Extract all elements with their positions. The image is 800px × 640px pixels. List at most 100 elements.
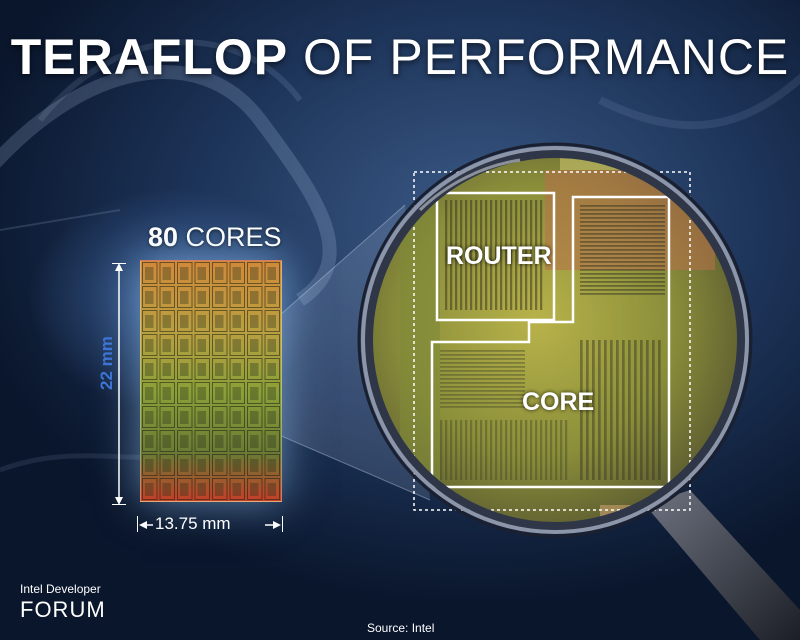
- circuit-trace: [580, 269, 665, 271]
- circuit-trace: [525, 420, 528, 480]
- die-tile-core: [145, 435, 154, 448]
- die-tile: [229, 262, 245, 284]
- die-tile-core: [180, 435, 189, 448]
- circuit-trace: [580, 277, 665, 279]
- circuit-trace: [580, 281, 665, 283]
- circuit-trace: [440, 398, 525, 400]
- circuit-trace: [530, 420, 533, 480]
- circuit-trace: [604, 340, 607, 480]
- die-tile-core: [197, 267, 206, 280]
- die-tile: [264, 262, 280, 284]
- title-light: OF PERFORMANCE: [288, 29, 790, 85]
- die-tile: [177, 358, 193, 380]
- die-tile-core: [250, 483, 259, 496]
- circuit-trace: [535, 200, 538, 310]
- circuit-trace: [652, 340, 655, 480]
- die-tile: [177, 334, 193, 356]
- die-tile: [177, 382, 193, 404]
- die-tile-core: [267, 315, 276, 328]
- die-tile: [264, 454, 280, 476]
- die-tile-core: [250, 315, 259, 328]
- die-tile: [264, 406, 280, 428]
- die-tile-core: [250, 387, 259, 400]
- die-tile-core: [232, 435, 241, 448]
- circuit-trace: [440, 420, 443, 480]
- die-tile: [264, 478, 280, 500]
- circuit-trace: [515, 420, 518, 480]
- die-tile: [212, 454, 228, 476]
- circuit-trace: [475, 200, 478, 310]
- circuit-trace: [510, 200, 513, 310]
- die-tile: [194, 358, 210, 380]
- die-tile-core: [162, 291, 171, 304]
- die-tile: [247, 430, 263, 452]
- die-tile: [264, 334, 280, 356]
- circuit-trace: [440, 378, 525, 380]
- die-tile: [212, 358, 228, 380]
- die-tile: [229, 406, 245, 428]
- die-tile-core: [250, 435, 259, 448]
- die-tile: [142, 478, 158, 500]
- die-tile-core: [180, 387, 189, 400]
- die-tile-core: [232, 459, 241, 472]
- die-tile-core: [145, 315, 154, 328]
- die-tile-core: [180, 459, 189, 472]
- die-tile-core: [250, 363, 259, 376]
- circuit-trace: [440, 366, 525, 368]
- circuit-trace: [465, 420, 468, 480]
- die-tile-core: [232, 339, 241, 352]
- circuit-trace: [440, 374, 525, 376]
- die-tile: [194, 478, 210, 500]
- circuit-trace: [545, 420, 548, 480]
- die-tile: [142, 406, 158, 428]
- circuit-trace: [535, 420, 538, 480]
- die-tile: [194, 334, 210, 356]
- die-tile-core: [162, 315, 171, 328]
- circuit-trace: [440, 402, 525, 404]
- die-tile-core: [267, 483, 276, 496]
- circuit-trace: [440, 406, 525, 408]
- die-tile: [194, 406, 210, 428]
- circuit-trace: [440, 362, 525, 364]
- die-core-grid: [142, 262, 280, 500]
- magnifier-handle: [645, 490, 800, 640]
- die-tile: [264, 382, 280, 404]
- circuit-trace: [628, 340, 631, 480]
- die-tile-core: [197, 363, 206, 376]
- die-tile-core: [215, 291, 224, 304]
- title-bold: TERAFLOP: [10, 29, 289, 85]
- die-tile-core: [267, 291, 276, 304]
- circuit-trace: [440, 386, 525, 388]
- die-tile: [247, 454, 263, 476]
- die-tile: [159, 262, 175, 284]
- die-tile: [142, 382, 158, 404]
- die-tile: [247, 406, 263, 428]
- die-tile-core: [145, 267, 154, 280]
- circuit-trace: [555, 420, 558, 480]
- page-title: TERAFLOP OF PERFORMANCE: [0, 28, 800, 86]
- die-tile: [194, 430, 210, 452]
- die-tile: [212, 334, 228, 356]
- die-tile: [142, 262, 158, 284]
- die-tile-core: [162, 267, 171, 280]
- circuit-trace: [580, 237, 665, 239]
- circuit-trace: [580, 249, 665, 251]
- die-tile: [159, 430, 175, 452]
- circuit-trace: [475, 420, 478, 480]
- router-label: ROUTER: [446, 242, 552, 270]
- die-tile-core: [145, 483, 154, 496]
- circuit-trace: [580, 340, 583, 480]
- die-tile: [142, 310, 158, 332]
- die-tile: [177, 310, 193, 332]
- die-tile: [142, 334, 158, 356]
- die-tile-core: [162, 459, 171, 472]
- die-tile: [229, 358, 245, 380]
- die-tile-core: [215, 315, 224, 328]
- die-tile: [159, 478, 175, 500]
- die-tile-core: [197, 339, 206, 352]
- die-tile: [194, 286, 210, 308]
- circuit-trace: [565, 420, 568, 480]
- die-tile: [159, 382, 175, 404]
- circuit-trace: [560, 420, 563, 480]
